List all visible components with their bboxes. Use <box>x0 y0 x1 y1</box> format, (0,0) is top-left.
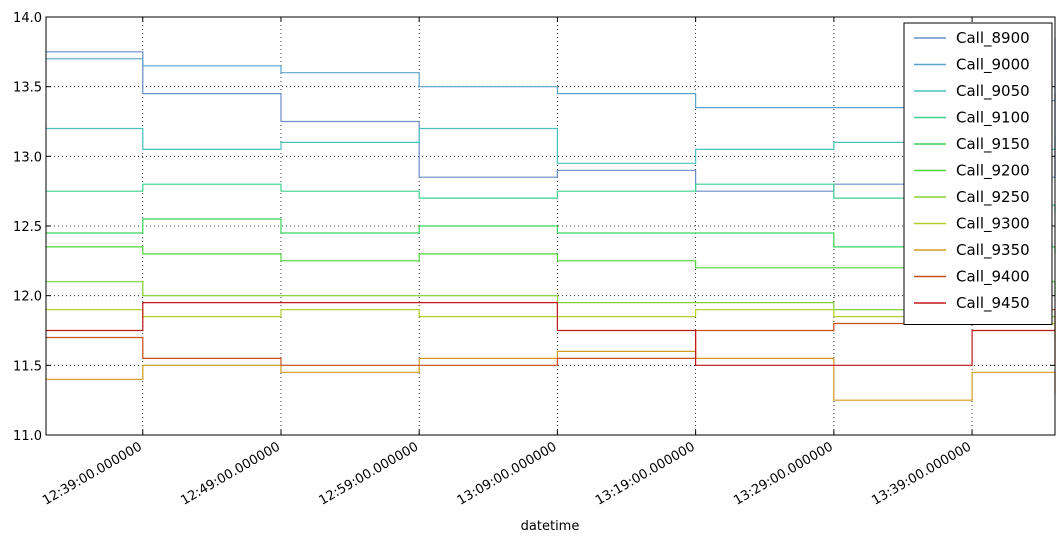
legend-label: Call_9250 <box>956 188 1030 207</box>
legend-label: Call_9200 <box>956 162 1030 181</box>
legend-label: Call_9350 <box>956 241 1030 260</box>
y-tick-label: 13.0 <box>13 150 42 165</box>
x-tick-label: 13:19:00.000000 <box>593 439 698 508</box>
legend-box <box>903 22 1053 325</box>
y-tick-label: 14.0 <box>13 11 42 26</box>
legend-label: Call_9100 <box>956 109 1030 128</box>
x-axis-title: datetime <box>521 519 580 534</box>
y-tick-label: 11.0 <box>13 429 42 444</box>
legend-label: Call_9000 <box>956 56 1030 75</box>
y-tick-label: 13.5 <box>13 81 42 96</box>
series-line-call_9350 <box>46 350 1056 401</box>
x-tick-label: 12:59:00.000000 <box>317 439 422 508</box>
y-tick-label: 12.5 <box>13 220 42 235</box>
y-axis: 11.0 11.5 12.0 12.5 13.0 13.5 14.0 <box>13 11 1055 444</box>
y-tick-label: 12.0 <box>13 290 42 305</box>
x-tick-label: 12:49:00.000000 <box>178 439 283 508</box>
x-tick-label: 12:39:00.000000 <box>40 439 145 508</box>
legend-label: Call_9400 <box>956 268 1030 287</box>
legend-label: Call_9450 <box>956 294 1030 313</box>
legend-label: Call_9150 <box>956 135 1030 154</box>
legend-label: Call_8900 <box>956 29 1030 48</box>
x-tick-label: 13:09:00.000000 <box>455 439 560 508</box>
legend-label: Call_9050 <box>956 82 1030 101</box>
y-tick-label: 11.5 <box>13 359 42 374</box>
legend-label: Call_9300 <box>956 215 1030 234</box>
x-tick-label: 13:29:00.000000 <box>731 439 836 508</box>
legend: Call_8900 Call_9000 Call_9050 Call_9100 Call… <box>903 22 1053 325</box>
series-line-call_9450 <box>46 302 1055 366</box>
x-tick-label: 13:39:00.000000 <box>869 439 974 508</box>
